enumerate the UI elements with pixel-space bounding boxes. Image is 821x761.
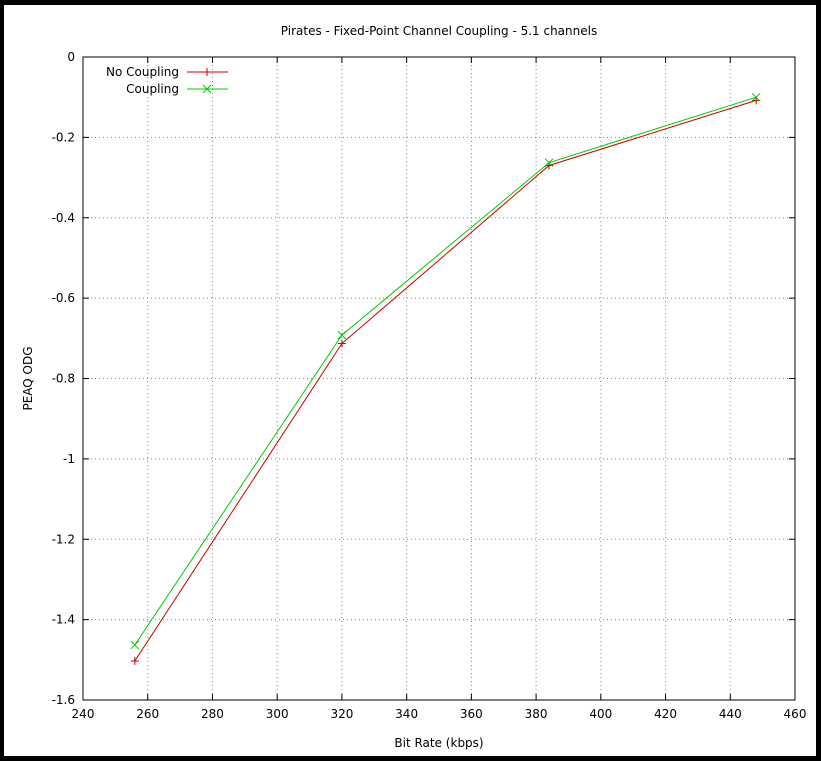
data-series [130, 92, 761, 666]
x-tick-label: 300 [266, 707, 289, 721]
x-tick-label: 440 [719, 707, 742, 721]
x-tick-label: 420 [654, 707, 677, 721]
y-tick-label: -0.6 [52, 291, 75, 305]
x-tick-label: 320 [330, 707, 353, 721]
legend: No Coupling Coupling [106, 65, 228, 96]
data-point [130, 640, 140, 650]
x-tick-label: 360 [460, 707, 483, 721]
data-point [751, 92, 761, 102]
y-tick-label: -0.8 [52, 372, 75, 386]
x-tick-label: 340 [395, 707, 418, 721]
y-tick-label: -0.2 [52, 130, 75, 144]
data-point [130, 657, 139, 666]
y-axis-label: PEAQ ODG [21, 346, 35, 410]
x-tick-label: 240 [72, 707, 95, 721]
y-tick-label: -1.2 [52, 532, 75, 546]
grid-lines [83, 57, 795, 700]
plot-frame: 240 260 280 300 320 340 360 380 400 420 440 460 0 -0.… [4, 5, 816, 756]
legend-label: No Coupling [106, 65, 179, 79]
legend-label: Coupling [126, 82, 179, 96]
series-line-1 [134, 99, 757, 662]
y-tick-label: -1.6 [52, 693, 75, 707]
x-tick-label: 380 [525, 707, 548, 721]
line-chart: 240 260 280 300 320 340 360 380 400 420 440 460 0 -0.… [21, 24, 807, 750]
y-tick-label: 0 [67, 50, 75, 64]
x-tick-label: 280 [201, 707, 224, 721]
y-tick-label: -0.4 [52, 211, 75, 225]
y-tick-label: -1 [63, 452, 75, 466]
legend-marker [202, 84, 212, 94]
x-axis-label: Bit Rate (kbps) [394, 736, 483, 750]
x-tick-label: 260 [136, 707, 159, 721]
y-tick-label: -1.4 [52, 613, 75, 627]
chart-title: Pirates - Fixed-Point Channel Coupling -… [281, 24, 597, 38]
x-tick-label: 400 [589, 707, 612, 721]
data-point [337, 330, 347, 340]
x-tick-label: 460 [784, 707, 807, 721]
data-point [337, 339, 346, 348]
legend-marker [203, 68, 211, 76]
axis-ticks: 240 260 280 300 320 340 360 380 400 420 440 460 0 -0.… [52, 50, 807, 721]
data-point [544, 158, 554, 168]
series-line-2 [134, 96, 757, 646]
